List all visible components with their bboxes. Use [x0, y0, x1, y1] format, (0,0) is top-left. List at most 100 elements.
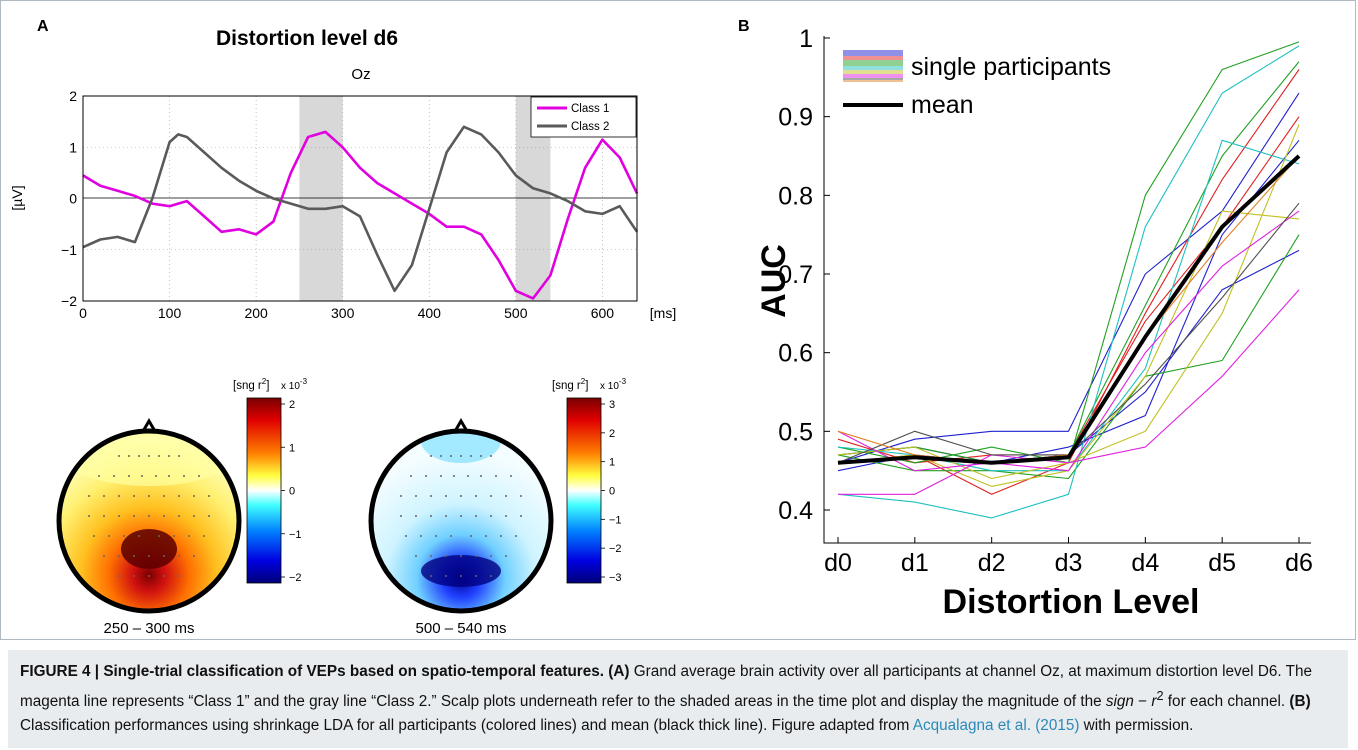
caption-minus: −: [1133, 693, 1152, 711]
electrode-dot: [490, 515, 492, 517]
electrode-dot: [490, 495, 492, 497]
electrode-dot: [103, 495, 105, 497]
electrode-dot: [158, 535, 160, 537]
scalp-map: [371, 431, 551, 611]
electrode-dot: [470, 455, 472, 457]
participant-line: [837, 210, 1300, 472]
electrode-dot: [460, 555, 462, 557]
electrode-dot: [475, 575, 477, 577]
electrode-dot: [490, 575, 492, 577]
electrode-dot: [188, 535, 190, 537]
electrode-dot: [148, 575, 150, 577]
electrode-dot: [430, 495, 432, 497]
electrode-dot: [480, 455, 482, 457]
electrode-dot: [490, 555, 492, 557]
caption-b-text2: with permission.: [1079, 717, 1194, 735]
electrode-dot: [158, 455, 160, 457]
electrode-dot: [148, 455, 150, 457]
electrode-dot: [103, 515, 105, 517]
electrode-dot: [113, 475, 115, 477]
electrode-dot: [118, 515, 120, 517]
electrode-dot: [148, 515, 150, 517]
caption-a-text: Grand average brain activity over all pa…: [20, 663, 1312, 711]
participant-line: [837, 124, 1300, 480]
shaded-interval: [299, 96, 343, 301]
head-outline: [56, 428, 242, 614]
legend-box: [530, 96, 637, 138]
electrode-dot: [133, 515, 135, 517]
colorbar: [246, 397, 282, 584]
x-axis-label: Distortion Level: [943, 583, 1200, 621]
scalp-plot-1: 2 1 0 −1 −2 [sng r2] x 10-3 250 – 300 ms: [56, 377, 308, 637]
caption-b-text: Classification performances using shrink…: [20, 717, 913, 735]
participant-line: [837, 41, 1300, 464]
electrode-dot: [178, 455, 180, 457]
electrode-dot: [505, 515, 507, 517]
caption-reference-link[interactable]: Acqualagna et al. (2015): [912, 717, 1080, 735]
electrode-dot: [178, 575, 180, 577]
participant-line: [837, 202, 1300, 464]
participant-line: [837, 139, 1300, 472]
y-tick-label: 0: [69, 191, 77, 207]
participant-line: [837, 155, 1300, 464]
series-line-class-1: [82, 130, 639, 300]
figure-caption: FIGURE 4 | Single-trial classification o…: [8, 650, 1348, 749]
panel-a-label: A: [37, 18, 49, 35]
x-tick-label: 400: [418, 305, 442, 321]
electrode-dot: [480, 475, 482, 477]
x-tick-label: 0: [79, 305, 87, 321]
colorbar-tick-label: −3: [609, 572, 622, 584]
electrode-dot: [128, 475, 130, 477]
electrode-dot: [118, 575, 120, 577]
electrode-dot: [168, 475, 170, 477]
electrode-dot: [88, 515, 90, 517]
time-window-label: 500 – 540 ms: [416, 620, 507, 637]
auc-plot: 1 0.9 0.8 0.7 0.6 0.5 0.4 d0 d1 d2 d3 d4 d5 d6 AUC D…: [755, 25, 1313, 621]
mean-line: [837, 154, 1301, 465]
figure-canvas: A Distortion level d6 Oz 0 100 200 300 400 50…: [9, 18, 1313, 637]
scalp-plot-2: 3 2 1 0 −1 −2 −3 [sng r2] x 10-3 500 – 540 ms: [368, 377, 627, 637]
plot-frame: [82, 95, 638, 302]
electrode-dot: [415, 495, 417, 497]
electrode-dot: [133, 495, 135, 497]
electrode-dot: [400, 515, 402, 517]
y-tick-label: 0.5: [778, 418, 813, 446]
electrode-dot: [415, 555, 417, 557]
electrode-dot: [163, 495, 165, 497]
participant-line: [837, 61, 1300, 464]
x-tick-label: d1: [901, 549, 929, 577]
electrode-dot: [495, 475, 497, 477]
colorbar-tick-label: 2: [609, 428, 615, 440]
electrode-dot: [178, 495, 180, 497]
y-tick-label: 0.6: [778, 340, 813, 368]
colorbar-tick-label: 0: [609, 486, 615, 498]
participant-line: [837, 45, 1300, 519]
caption-r: r: [1151, 693, 1157, 711]
electrode-dot: [460, 515, 462, 517]
time-window-label: 250 – 300 ms: [104, 620, 195, 637]
electrode-dot: [515, 535, 517, 537]
electrode-dot: [420, 535, 422, 537]
electrode-dot: [415, 515, 417, 517]
electrode-dot: [485, 535, 487, 537]
panel-a-title: Distortion level d6: [216, 27, 398, 50]
caption-b-label: (B): [1289, 693, 1311, 711]
legend-mean: mean: [911, 91, 974, 119]
electrode-dot: [490, 455, 492, 457]
electrode-dot: [450, 455, 452, 457]
electrode-dot: [163, 575, 165, 577]
panel-a-subtitle: Oz: [351, 66, 370, 83]
colorbar-tick-label: −1: [289, 529, 302, 541]
electrode-dot: [138, 535, 140, 537]
axes-lines: [823, 36, 1311, 544]
electrode-dot: [163, 515, 165, 517]
electrode-dot: [208, 515, 210, 517]
legend-single-swatches: [843, 50, 903, 82]
electrode-dot: [510, 475, 512, 477]
electrode-dot: [193, 495, 195, 497]
colorbar-scale: x 10-3: [281, 377, 308, 392]
x-tick-label: d5: [1208, 549, 1236, 577]
electrode-dot: [467, 475, 469, 477]
electrode-dot: [430, 515, 432, 517]
electrode-dot: [138, 455, 140, 457]
